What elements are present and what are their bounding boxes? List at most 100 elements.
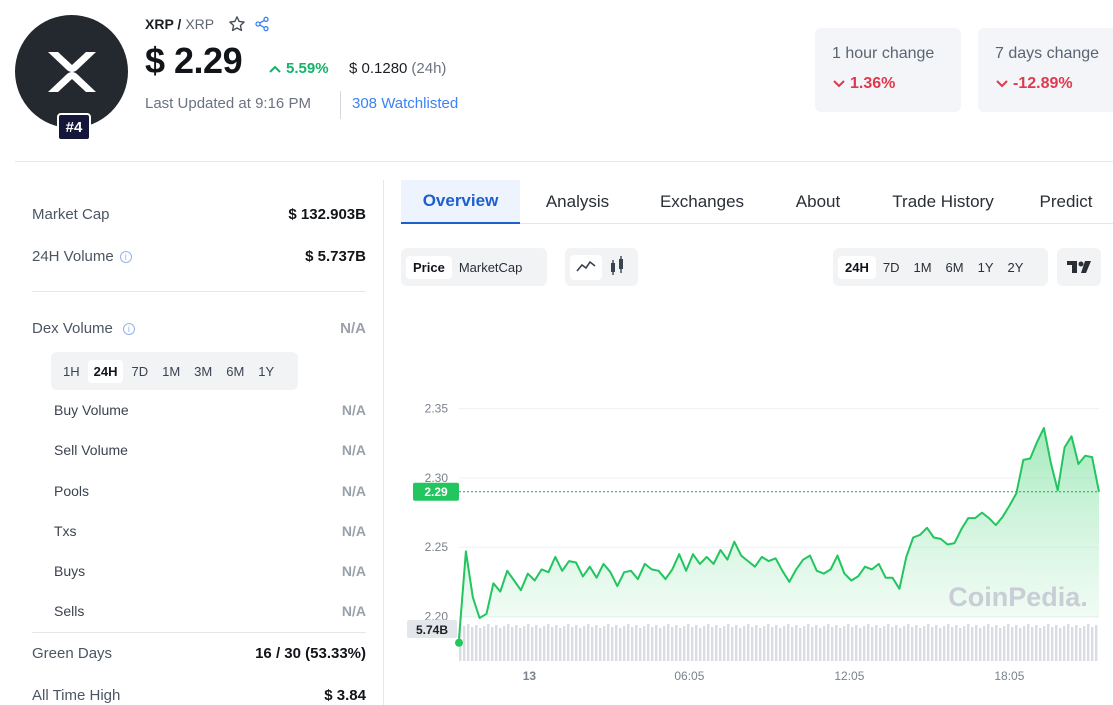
info-icon[interactable]: i xyxy=(122,323,135,336)
buys-row: Buys N/A xyxy=(54,563,366,579)
sell-volume-value: N/A xyxy=(341,442,366,458)
all-time-high-label: All Time High xyxy=(32,687,121,704)
market-cap-row: Market Cap $ 132.903B xyxy=(32,206,366,223)
price-toggle-button[interactable]: Price xyxy=(406,255,452,279)
volume-bar xyxy=(967,624,970,661)
volume-bar xyxy=(607,624,610,661)
range-6m[interactable]: 6M xyxy=(945,259,964,275)
volume-bar xyxy=(919,628,922,661)
tab-analysis[interactable]: Analysis xyxy=(545,192,610,211)
volume-bar xyxy=(639,628,642,661)
volume-bar xyxy=(755,625,758,661)
one-hour-change-value: 1.36% xyxy=(832,75,944,93)
volume-bar xyxy=(507,624,510,661)
header-divider-line xyxy=(15,161,1113,162)
volume-bar xyxy=(515,625,518,661)
volume-bar xyxy=(887,624,890,661)
dex-tab-1m[interactable]: 1M xyxy=(162,363,181,379)
volume-bar xyxy=(1079,628,1082,661)
dex-tab-1h[interactable]: 1H xyxy=(63,363,80,379)
volume-bar xyxy=(475,625,478,661)
tab-about[interactable]: About xyxy=(795,192,841,211)
volume-bar xyxy=(775,625,778,661)
dex-tab-1y[interactable]: 1Y xyxy=(258,363,275,379)
volume-bar xyxy=(659,628,662,661)
line-chart-icon[interactable] xyxy=(570,254,602,280)
seven-days-change-text: -12.89% xyxy=(1013,75,1073,92)
tradingview-button[interactable] xyxy=(1057,248,1101,286)
volume-bar xyxy=(1035,625,1038,661)
volume-24h-label: 24H Volume xyxy=(32,248,114,265)
volume-bar xyxy=(859,628,862,661)
sell-volume-row: Sell Volume N/A xyxy=(54,442,366,458)
volume-bar xyxy=(1047,624,1050,661)
volume-bar xyxy=(527,624,530,661)
volume-bar xyxy=(899,628,902,661)
tab-trade-history[interactable]: Trade History xyxy=(892,192,994,211)
tab-overview[interactable]: Overview xyxy=(401,180,520,224)
volume-bar xyxy=(819,628,822,661)
last-updated: Last Updated at 9:16 PM xyxy=(145,95,311,112)
volume-bar xyxy=(627,624,630,661)
pools-label: Pools xyxy=(54,483,90,499)
tab-exchanges[interactable]: Exchanges xyxy=(659,192,745,211)
range-2y[interactable]: 2Y xyxy=(1007,259,1024,275)
tab-predict[interactable]: Predict xyxy=(1039,192,1093,211)
dex-tab-24h[interactable]: 24H xyxy=(87,359,124,383)
coin-logo-wrap: #4 xyxy=(15,15,128,141)
dex-range-tabs: 1H 24H 7D 1M 3M 6M 1Y xyxy=(51,352,298,390)
volume-bar xyxy=(567,624,570,661)
volume-bar xyxy=(979,628,982,661)
volume-bar xyxy=(763,626,766,661)
marketcap-toggle-button[interactable]: MarketCap xyxy=(458,259,523,275)
range-24h[interactable]: 24H xyxy=(838,255,876,279)
volume-bar xyxy=(1055,625,1058,661)
buys-label: Buys xyxy=(54,563,86,579)
seven-days-change-value: -12.89% xyxy=(995,75,1101,93)
volume-bar xyxy=(991,627,994,661)
volume-bar xyxy=(963,626,966,661)
volume-bar xyxy=(1083,626,1086,661)
one-hour-change-text: 1.36% xyxy=(850,75,896,92)
all-time-high-row: All Time High $ 3.84 xyxy=(32,687,366,704)
volume-bar xyxy=(1091,627,1094,661)
green-days-label: Green Days xyxy=(32,645,113,662)
volume-bar xyxy=(499,628,502,661)
volume-bar xyxy=(663,626,666,661)
buy-volume-row: Buy Volume N/A xyxy=(54,402,366,418)
volume-bar xyxy=(603,626,606,661)
star-icon[interactable] xyxy=(228,15,246,33)
watchlisted-link[interactable]: 308 Watchlisted xyxy=(352,95,459,112)
volume-bar xyxy=(619,628,622,661)
candlestick-icon[interactable] xyxy=(602,251,632,284)
volume-bar xyxy=(579,628,582,661)
volume-tag-bg xyxy=(407,620,457,638)
volume-bar xyxy=(1071,627,1074,661)
y-tick-label: 2.30 xyxy=(425,471,449,485)
volume-bar xyxy=(811,627,814,661)
share-icon[interactable] xyxy=(254,16,270,32)
volume-bar xyxy=(931,627,934,661)
info-icon[interactable]: i xyxy=(119,251,132,264)
volume-bar xyxy=(947,624,950,661)
range-7d[interactable]: 7D xyxy=(882,259,900,275)
volume-bar xyxy=(747,624,750,661)
dex-tab-7d[interactable]: 7D xyxy=(131,363,149,379)
volume-bar xyxy=(1031,627,1034,661)
volume-bar xyxy=(867,624,870,661)
dex-tab-3m[interactable]: 3M xyxy=(194,363,213,379)
volume-bar xyxy=(779,628,782,661)
volume-bar xyxy=(983,626,986,661)
chevron-up-icon xyxy=(269,65,281,73)
volume-bar xyxy=(939,628,942,661)
volume-bar xyxy=(687,624,690,661)
sells-value: N/A xyxy=(341,603,366,619)
dex-tab-6m[interactable]: 6M xyxy=(226,363,245,379)
change-24h-abs-value: $ 0.1280 xyxy=(349,60,408,77)
volume-bar xyxy=(815,625,818,661)
dex-volume-value: N/A xyxy=(340,320,366,337)
range-1m[interactable]: 1M xyxy=(913,259,932,275)
volume-bar xyxy=(691,627,694,661)
price-chart[interactable]: 2.352.302.252.20 13 06:05 12:05 18:05 2.29 … xyxy=(401,300,1113,700)
range-1y[interactable]: 1Y xyxy=(977,259,994,275)
